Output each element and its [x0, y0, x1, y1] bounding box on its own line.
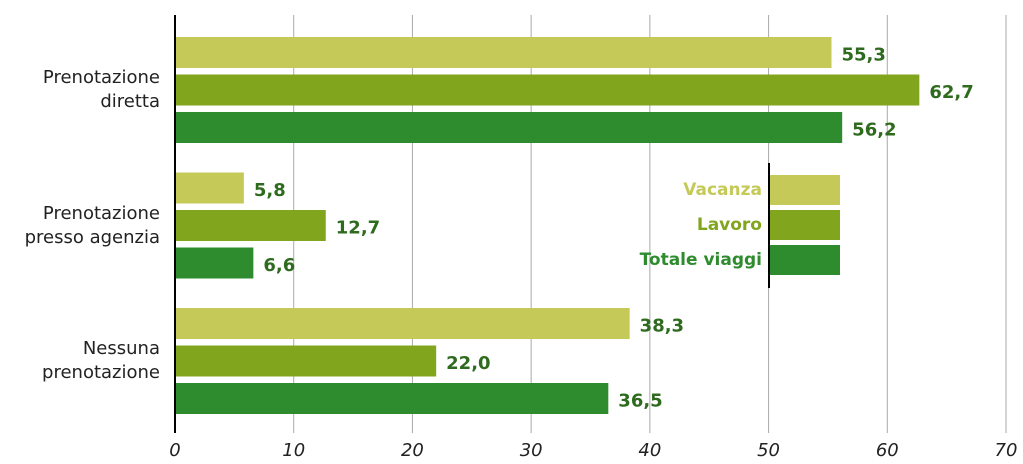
value-label: 5,8	[254, 180, 286, 201]
value-label: 12,7	[336, 218, 380, 239]
bar	[175, 247, 254, 279]
value-label: 55,3	[841, 45, 885, 66]
x-tick-label: 50	[757, 440, 780, 461]
x-tick-label: 40	[638, 440, 661, 461]
bar	[175, 172, 244, 204]
y-tick-label: Prenotazione diretta	[42, 67, 160, 112]
value-label: 6,6	[263, 255, 295, 276]
bar	[175, 112, 843, 143]
x-tick-label: 70	[995, 440, 1018, 461]
value-label: 36,5	[618, 391, 662, 412]
y-tick-label: Nessuna prenotazione	[42, 338, 160, 383]
bar	[175, 74, 920, 106]
x-tick-label: 20	[401, 440, 424, 461]
legend-label: Vacanza	[683, 180, 762, 200]
bar	[175, 37, 832, 68]
value-label: 56,2	[852, 120, 896, 141]
legend-swatch	[770, 245, 840, 275]
value-label: 62,7	[929, 82, 973, 103]
x-tick-label: 30	[520, 440, 543, 461]
x-tick-label: 10	[282, 440, 305, 461]
bar	[175, 308, 630, 339]
legend-label: Totale viaggi	[640, 250, 762, 270]
x-tick-label: 0	[169, 440, 180, 461]
bar	[175, 345, 437, 377]
legend-swatch	[770, 175, 840, 205]
y-tick-label: Prenotazione presso agenzia	[24, 202, 160, 248]
legend-label: Lavoro	[697, 215, 762, 235]
legend-swatch	[770, 210, 840, 240]
value-label: 38,3	[640, 316, 684, 337]
value-label: 22,0	[446, 353, 490, 374]
bar	[175, 383, 609, 414]
x-tick-label: 60	[876, 440, 899, 461]
bar	[175, 210, 326, 241]
